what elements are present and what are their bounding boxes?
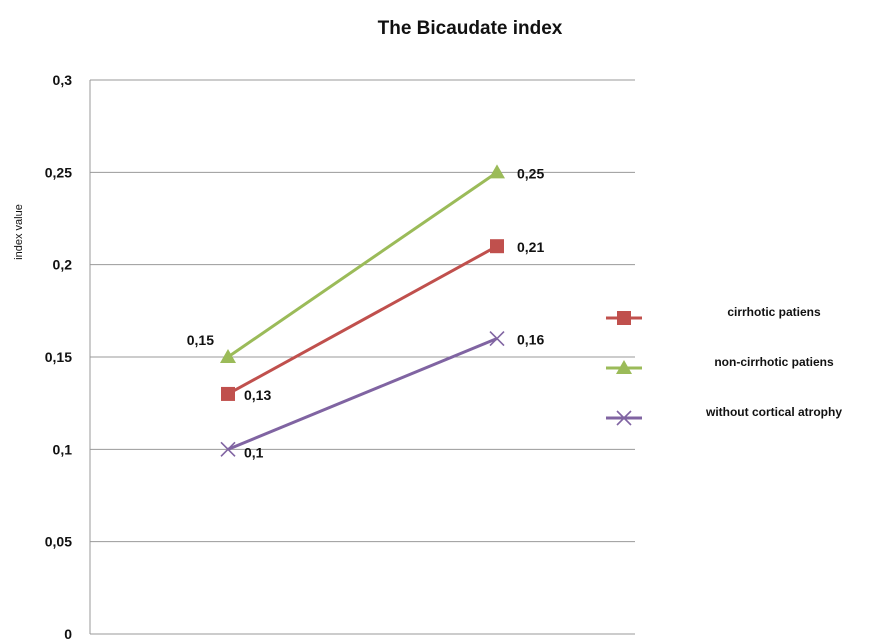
data-point: [490, 239, 504, 254]
series-line: [227, 244, 498, 396]
data-point: [221, 386, 235, 401]
data-labels: 0,13 0,21 0,15 0,25 0,1 0,16: [187, 165, 545, 460]
y-tick-labels: 0 0,05 0,1 0,15 0,2 0,25 0,3: [45, 72, 72, 642]
legend-label: non-cirrhotic patiens: [714, 355, 834, 369]
y-tick-label: 0,15: [45, 349, 72, 365]
legend-item: without cortical atrophy: [606, 405, 842, 426]
y-tick-label: 0,25: [45, 164, 72, 180]
data-point: [489, 330, 505, 347]
y-tick-label: 0,2: [53, 257, 73, 273]
legend: cirrhotic patiens non-cirrhotic patiens wi…: [606, 305, 842, 426]
axes: [89, 80, 635, 635]
data-label: 0,1: [244, 444, 264, 460]
y-tick-label: 0,05: [45, 534, 72, 550]
series-line: [227, 337, 498, 451]
y-tick-label: 0: [64, 626, 72, 642]
y-axis-label: index value: [13, 204, 25, 260]
legend-label: cirrhotic patiens: [727, 305, 821, 319]
chart-title: The Bicaudate index: [378, 18, 563, 39]
legend-label: without cortical atrophy: [705, 405, 842, 419]
data-label: 0,16: [517, 332, 544, 348]
data-label: 0,21: [517, 239, 544, 255]
data-label: 0,25: [517, 165, 544, 181]
legend-item: cirrhotic patiens: [606, 305, 821, 325]
series-lines: [227, 171, 498, 451]
y-tick-label: 0,1: [53, 441, 73, 457]
legend-item: non-cirrhotic patiens: [606, 355, 834, 374]
data-point: [220, 441, 236, 457]
gridlines: [90, 79, 635, 543]
legend-marker: [616, 410, 632, 426]
y-tick-label: 0,3: [53, 72, 73, 88]
data-point: [489, 164, 505, 179]
legend-marker: [617, 311, 631, 325]
legend-marker: [616, 360, 632, 374]
data-label: 0,13: [244, 387, 271, 403]
data-point: [220, 349, 236, 363]
series-markers: [220, 164, 505, 457]
data-label: 0,15: [187, 332, 214, 348]
series-line: [227, 171, 498, 359]
